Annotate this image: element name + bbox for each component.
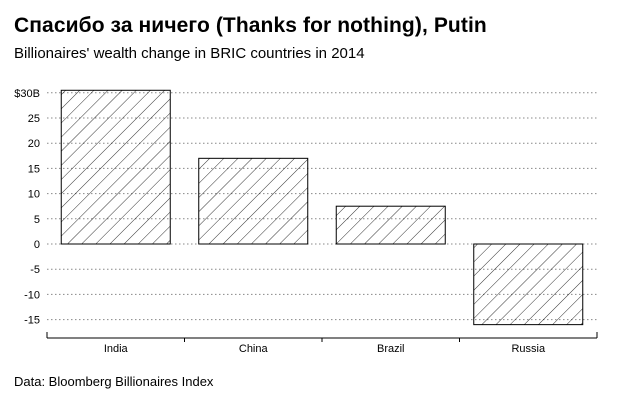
y-tick-label: 0 bbox=[34, 239, 40, 251]
x-axis bbox=[46, 332, 598, 342]
chart-title: Спасибо за ничего (Thanks for nothing), … bbox=[14, 14, 487, 37]
y-tick-label: -15 bbox=[24, 315, 40, 327]
bar-brazil bbox=[335, 205, 446, 245]
y-tick-label: -5 bbox=[30, 264, 40, 276]
x-axis-labels: India China Brazil Russia bbox=[104, 343, 546, 355]
x-tick-label: Russia bbox=[511, 343, 546, 355]
x-tick-label: China bbox=[239, 343, 269, 355]
y-tick-label: 5 bbox=[34, 214, 40, 226]
y-tick-label: $30B bbox=[14, 88, 40, 100]
chart-subtitle: Billionaires' wealth change in BRIC coun… bbox=[14, 45, 365, 62]
y-tick-label: 20 bbox=[28, 138, 40, 150]
y-tick-label: 10 bbox=[28, 189, 40, 201]
y-tick-label: 25 bbox=[28, 113, 40, 125]
x-tick-label: Brazil bbox=[377, 343, 405, 355]
x-tick-label: India bbox=[104, 343, 129, 355]
y-tick-label: 15 bbox=[28, 163, 40, 175]
bar-china bbox=[198, 157, 309, 245]
bars bbox=[60, 89, 584, 326]
y-axis-ticks: $30B 25 20 15 10 5 0 -5 -10 -15 bbox=[14, 88, 40, 327]
y-tick-label: -10 bbox=[24, 289, 40, 301]
chart-source: Data: Bloomberg Billionaires Index bbox=[14, 374, 214, 389]
bar-russia bbox=[473, 243, 584, 326]
bar-india bbox=[60, 89, 171, 245]
